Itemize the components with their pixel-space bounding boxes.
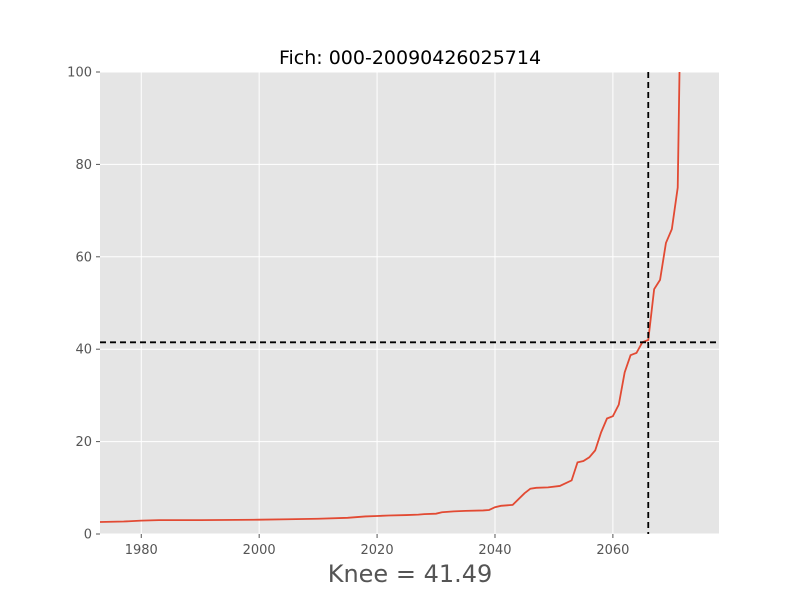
x-tick-label: 2040: [478, 543, 511, 558]
plot-area: [100, 72, 719, 534]
y-tick-label: 40: [75, 343, 92, 358]
y-tick-label: 20: [75, 435, 92, 450]
series-line: [99, 71, 681, 523]
x-axis-label: Knee = 41.49: [328, 560, 493, 588]
grid-lines: [100, 71, 719, 535]
x-tick-label: 2060: [596, 543, 629, 558]
x-axis-ticks: 1980 2000 2020 2040 2060: [125, 534, 629, 558]
y-tick-label: 100: [67, 66, 92, 81]
y-tick-label: 0: [84, 528, 92, 543]
y-tick-label: 60: [75, 250, 92, 265]
y-axis-ticks: 0 20 40 60 80 100: [67, 66, 100, 543]
x-tick-label: 2000: [243, 543, 276, 558]
chart-title: Fich: 000-20090426025714: [279, 47, 541, 69]
y-tick-label: 80: [75, 158, 92, 173]
x-tick-label: 1980: [125, 543, 158, 558]
x-tick-label: 2020: [361, 543, 394, 558]
